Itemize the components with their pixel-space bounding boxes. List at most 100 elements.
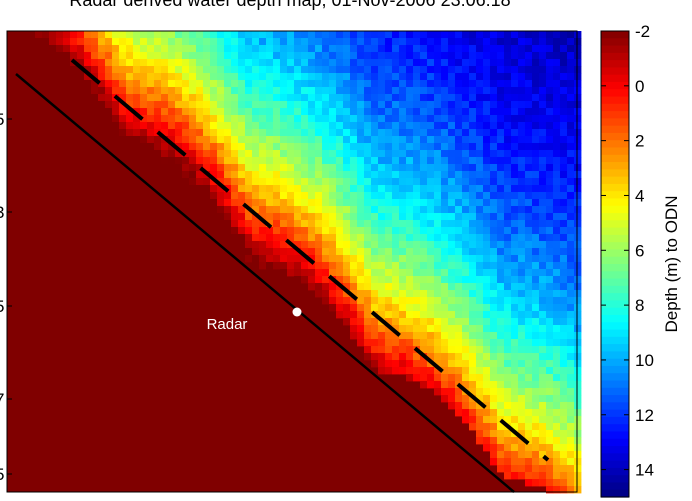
heatmap-cell [238,59,246,67]
heatmap-cell [336,143,344,151]
heatmap-cell [462,199,470,207]
heatmap-cell [497,262,505,270]
heatmap-cell [91,31,99,39]
heatmap-cell [189,73,197,81]
heatmap-cell [490,367,498,375]
heatmap-cell [147,87,155,95]
heatmap-cell [483,241,491,249]
heatmap-cell [525,479,533,487]
heatmap-cell [483,115,491,123]
heatmap-cell [175,52,183,60]
heatmap-cell [350,248,358,256]
heatmap-cell [427,234,435,242]
heatmap-cell [427,206,435,214]
heatmap-cell [427,262,435,270]
heatmap-cell [427,290,435,298]
heatmap-cell [329,262,337,270]
heatmap-cell [574,486,582,494]
heatmap-cell [553,402,561,410]
heatmap-cell [378,304,386,312]
heatmap-cell [203,192,211,200]
heatmap-cell [504,255,512,263]
heatmap-cell [343,101,351,109]
heatmap-cell [546,248,554,256]
heatmap-cell [532,451,540,459]
heatmap-cell [532,318,540,326]
heatmap-cell [560,185,568,193]
heatmap-cell [357,318,365,326]
heatmap-cell [553,423,561,431]
heatmap-cell [511,206,519,214]
heatmap-cell [434,360,442,368]
heatmap-cell [525,465,533,473]
heatmap-cell [399,332,407,340]
heatmap-cell [364,108,372,116]
heatmap-cell [574,143,582,151]
heatmap-cell [406,241,414,249]
heatmap-cell [497,185,505,193]
heatmap-cell [245,178,253,186]
heatmap-cell [343,108,351,116]
heatmap-cell [98,101,106,109]
heatmap-cell [378,353,386,361]
heatmap-cell [553,136,561,144]
heatmap-cell [350,66,358,74]
heatmap-cell [238,157,246,165]
heatmap-cell [567,402,575,410]
heatmap-cell [546,423,554,431]
heatmap-cell [203,87,211,95]
heatmap-cell [399,136,407,144]
heatmap-cell [413,94,421,102]
heatmap-cell [161,150,169,158]
heatmap-cell [399,171,407,179]
heatmap-cell [259,66,267,74]
heatmap-cell [364,283,372,291]
heatmap-cell [35,59,43,67]
heatmap-cell [490,409,498,417]
heatmap-cell [280,171,288,179]
heatmap-cell [546,227,554,235]
colorbar-segment [601,293,629,302]
heatmap-cell [350,150,358,158]
heatmap-cell [518,136,526,144]
heatmap-cell [329,220,337,228]
heatmap-cell [560,52,568,60]
heatmap-cell [266,171,274,179]
heatmap-cell [518,213,526,221]
heatmap-cell [532,45,540,53]
heatmap-cell [434,353,442,361]
heatmap-cell [539,367,547,375]
heatmap-cell [224,59,232,67]
heatmap-cell [539,374,547,382]
heatmap-cell [539,276,547,284]
heatmap-cell [259,213,267,221]
heatmap-cell [532,94,540,102]
heatmap-cell [308,94,316,102]
colorbar-segment [601,336,629,345]
heatmap-cell [511,87,519,95]
heatmap-cell [504,108,512,116]
heatmap-cell [504,283,512,291]
heatmap-cell [140,87,148,95]
heatmap-cell [224,213,232,221]
heatmap-cell [210,87,218,95]
heatmap-cell [420,255,428,263]
heatmap-cell [518,465,526,473]
heatmap-cell [518,143,526,151]
heatmap-cell [448,395,456,403]
heatmap-cell [483,248,491,256]
heatmap-cell [273,192,281,200]
heatmap-cell [203,59,211,67]
heatmap-cell [336,94,344,102]
heatmap-cell [504,381,512,389]
heatmap-cell [504,234,512,242]
heatmap-cell [252,101,260,109]
heatmap-cell [126,143,134,151]
heatmap-cell [574,38,582,46]
colorbar-segment [601,300,629,309]
colorbar-segment [601,176,629,185]
heatmap-cell [378,367,386,375]
heatmap-cell [455,304,463,312]
heatmap-cell [469,374,477,382]
heatmap-cell [266,73,274,81]
